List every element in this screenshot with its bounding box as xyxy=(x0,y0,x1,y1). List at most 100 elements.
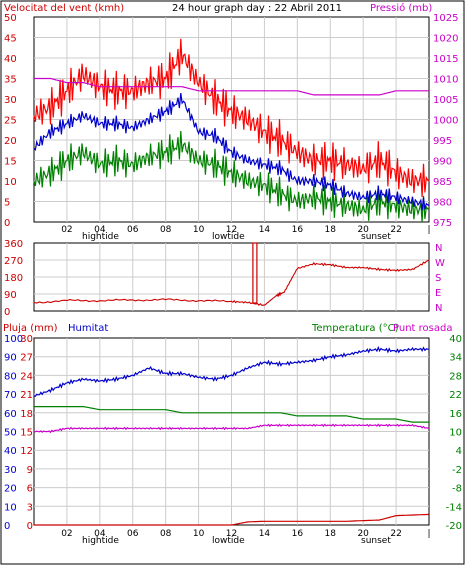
humidity-y-tick: 30 xyxy=(4,465,17,476)
x-tick-label: | xyxy=(427,529,430,539)
wind-y-tick: 40 xyxy=(4,54,17,65)
x-tick-label: 08 xyxy=(160,225,172,235)
x-tick-label: 16 xyxy=(292,529,304,539)
pressure-y-tick: 1015 xyxy=(433,54,458,65)
humidity-y-tick: 80 xyxy=(4,371,17,382)
rain-y-tick: 27 xyxy=(20,353,33,364)
rain-y-tick: 12 xyxy=(20,446,33,457)
x-tick-label: 14 xyxy=(259,529,271,539)
temperature-series xyxy=(34,406,429,423)
x-tick-label: 10 xyxy=(193,225,205,235)
humidity-y-tick: 10 xyxy=(4,502,17,513)
x-tick-label: 08 xyxy=(160,529,172,539)
pressure-y-tick: 990 xyxy=(433,157,452,168)
temp-y-tick: 34 xyxy=(449,353,462,364)
humidity-series xyxy=(33,345,430,397)
direction-series xyxy=(33,259,430,307)
x-tick-label: 02 xyxy=(61,529,72,539)
wind-y-tick: 15 xyxy=(4,157,17,168)
compass-label: E xyxy=(435,288,441,299)
x-tick-label: 20 xyxy=(357,225,369,235)
temp-y-tick: 4 xyxy=(456,446,462,457)
pressure-series xyxy=(34,77,429,96)
direction-y-tick: 360 xyxy=(4,239,23,250)
hightide-label-bottom: hightide xyxy=(82,536,119,546)
hightide-label-top: hightide xyxy=(82,232,119,242)
rain-y-tick: 18 xyxy=(20,409,33,420)
wind-avg-series xyxy=(33,93,430,211)
humidity-y-tick: 100 xyxy=(4,334,23,345)
humidity-y-tick: 0 xyxy=(4,521,10,532)
humidity-y-tick: 70 xyxy=(4,390,17,401)
x-tick-label: 18 xyxy=(325,529,337,539)
temp-y-tick: 10 xyxy=(449,428,462,439)
wind-y-tick: 10 xyxy=(4,177,17,188)
pressure-y-tick: 1020 xyxy=(433,34,458,45)
rain-axis-title: Pluja (mm) xyxy=(3,323,58,334)
sunset-label-top: sunset xyxy=(361,232,391,242)
wind-axis-title: Velocitat del vent (kmh) xyxy=(4,3,124,14)
rain-y-tick: 0 xyxy=(27,521,33,532)
wind-y-tick: 30 xyxy=(4,95,17,106)
humidity-y-tick: 20 xyxy=(4,484,17,495)
gust-series xyxy=(33,38,430,198)
humidity-axis-title: Humitat xyxy=(68,323,108,334)
direction-spike xyxy=(252,242,258,304)
temp-y-tick: -2 xyxy=(452,465,462,476)
x-tick-label: 22 xyxy=(390,529,401,539)
temperature-axis-title: Temperatura (°C) xyxy=(311,323,399,334)
wind-y-tick: 20 xyxy=(4,136,17,147)
direction-y-tick: 270 xyxy=(4,256,23,267)
wind-y-tick: 50 xyxy=(4,13,17,24)
data-series xyxy=(33,38,430,526)
axis-labels: 02 04 06 08 10 12 14 16 18 20 22 |02 04 06 08 10 12 14 16 1… xyxy=(4,13,462,539)
x-tick-label: 12 xyxy=(226,529,237,539)
pressure-y-tick: 1000 xyxy=(433,116,458,127)
x-tick-label: 18 xyxy=(325,225,337,235)
wind-y-tick: 35 xyxy=(4,75,17,86)
compass-label: N xyxy=(435,243,442,254)
temp-y-tick: 28 xyxy=(449,371,462,382)
compass-label: S xyxy=(435,273,441,284)
rain-series xyxy=(34,513,430,526)
temp-y-tick: -8 xyxy=(452,484,462,495)
temp-y-tick: -14 xyxy=(446,502,462,513)
temp-y-tick: -20 xyxy=(446,521,462,532)
dewpoint-series xyxy=(33,423,430,434)
compass-label: W xyxy=(435,258,445,269)
chart-title: 24 hour graph day : 22 Abril 2011 xyxy=(172,3,342,14)
temp-y-tick: 16 xyxy=(449,409,462,420)
temp-y-tick: 22 xyxy=(449,390,462,401)
direction-y-tick: 90 xyxy=(4,290,17,301)
x-tick-label: 20 xyxy=(357,529,369,539)
x-tick-label: 22 xyxy=(390,225,401,235)
wind-min-series xyxy=(33,130,430,223)
rain-y-tick: 24 xyxy=(20,371,33,382)
rain-y-tick: 15 xyxy=(20,428,33,439)
humidity-y-tick: 50 xyxy=(4,428,17,439)
rain-y-tick: 9 xyxy=(27,465,33,476)
x-tick-label: 16 xyxy=(292,225,304,235)
x-tick-label: 06 xyxy=(127,225,139,235)
rain-y-tick: 30 xyxy=(20,334,33,345)
direction-y-tick: 180 xyxy=(4,273,23,284)
pressure-y-tick: 995 xyxy=(433,136,452,147)
x-tick-label: 04 xyxy=(94,225,106,235)
pressure-y-tick: 1025 xyxy=(433,13,458,24)
rain-y-tick: 3 xyxy=(27,502,33,513)
grid-lines xyxy=(34,17,429,525)
wind-y-tick: 0 xyxy=(4,218,10,229)
pressure-y-tick: 1005 xyxy=(433,95,458,106)
wind-y-tick: 5 xyxy=(4,198,10,209)
sunset-label-bottom: sunset xyxy=(361,536,391,546)
pressure-axis-title: Pressió (mb) xyxy=(370,2,432,14)
x-tick-label: 04 xyxy=(94,529,106,539)
wind-y-tick: 25 xyxy=(4,116,17,127)
x-tick-label: 06 xyxy=(127,529,139,539)
x-tick-label: 10 xyxy=(193,529,205,539)
pressure-y-tick: 985 xyxy=(433,177,452,188)
pressure-y-tick: 975 xyxy=(433,218,452,229)
